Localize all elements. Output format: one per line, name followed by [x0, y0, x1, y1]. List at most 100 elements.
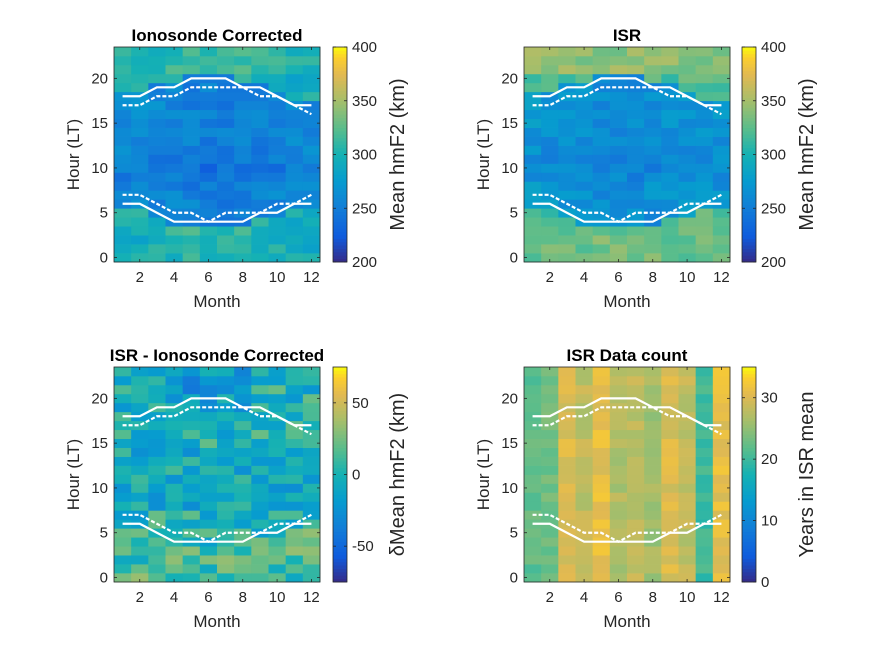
heatmap-cell	[251, 47, 269, 57]
heatmap-cell	[575, 73, 594, 84]
heatmap-cell	[575, 154, 594, 164]
colorbar-segment	[333, 383, 347, 388]
colorbar-segment	[742, 178, 756, 182]
colorbar-segment	[742, 430, 756, 435]
heatmap-cell	[268, 510, 287, 520]
heatmap-cell	[268, 420, 287, 431]
heatmap-cell	[165, 420, 184, 431]
colorbar-segment	[742, 157, 756, 162]
heatmap-cell	[285, 244, 304, 254]
heatmap-cell	[644, 64, 662, 75]
heatmap-cell	[524, 367, 542, 377]
heatmap-cell	[199, 483, 218, 493]
heatmap-cell	[609, 154, 628, 164]
heatmap-cell	[644, 564, 662, 574]
heatmap-cell	[234, 136, 252, 146]
heatmap-cell	[541, 244, 559, 254]
heatmap-cell	[199, 172, 218, 182]
heatmap-cell	[234, 127, 252, 137]
heatmap-cell	[268, 136, 287, 146]
heatmap-cell	[712, 447, 731, 457]
heatmap-cell	[302, 82, 321, 93]
heatmap-cell	[285, 492, 304, 502]
colorbar-segment	[742, 161, 756, 165]
heatmap-cell	[165, 519, 184, 529]
heatmap-cell	[627, 447, 645, 457]
heatmap-cell	[148, 47, 166, 57]
heatmap-cell	[302, 402, 321, 413]
heatmap-cell	[609, 483, 628, 493]
colorbar-segment	[742, 147, 756, 152]
heatmap-cell	[524, 181, 542, 191]
heatmap-cell	[541, 546, 559, 556]
heatmap-cell	[268, 375, 287, 386]
colorbar-segment	[742, 104, 756, 108]
heatmap-cell	[609, 190, 628, 200]
heatmap-cell	[234, 47, 252, 57]
heatmap-cell	[114, 546, 132, 556]
heatmap-cell	[695, 154, 714, 164]
heatmap-cell	[182, 118, 201, 128]
heatmap-cell	[182, 172, 201, 182]
heatmap-cell	[131, 127, 149, 137]
heatmap-cell	[217, 555, 235, 565]
heatmap-cell	[251, 118, 269, 128]
heatmap-cell	[712, 384, 731, 395]
colorbar-segment	[333, 427, 347, 432]
heatmap-cell	[575, 163, 594, 173]
heatmap-cell	[182, 492, 201, 502]
heatmap-cell	[541, 501, 559, 511]
y-tick-label: 10	[501, 480, 518, 497]
heatmap-cell	[592, 226, 611, 236]
heatmap-cell	[182, 555, 201, 565]
heatmap-cell	[524, 483, 542, 493]
colorbar-segment	[333, 370, 347, 375]
heatmap-cell	[302, 528, 321, 538]
heatmap-cell	[575, 420, 594, 431]
colorbar-segment	[742, 444, 756, 449]
x-tick-label: 2	[546, 589, 554, 606]
heatmap-cell	[541, 375, 559, 386]
heatmap-cell	[609, 235, 628, 245]
heatmap-cell	[302, 429, 321, 440]
heatmap-cell	[661, 456, 679, 466]
heatmap-cell	[592, 253, 611, 263]
colorbar-segment	[742, 498, 756, 502]
colorbar-segment	[333, 373, 347, 378]
colorbar-segment	[742, 397, 756, 401]
heatmap-cell	[268, 226, 287, 236]
heatmap-cell	[268, 546, 287, 556]
heatmap-cell	[695, 181, 714, 191]
colorbar-segment	[742, 420, 756, 425]
heatmap-cell	[148, 118, 166, 128]
heatmap-cell	[268, 438, 287, 448]
heatmap-cell	[541, 393, 559, 404]
heatmap-cell	[302, 519, 321, 529]
heatmap-cell	[575, 564, 594, 574]
colorbar-segment	[333, 551, 347, 556]
heatmap-cell	[148, 420, 166, 431]
colorbar-segment	[742, 144, 756, 149]
colorbar-segment	[333, 491, 347, 496]
heatmap-cell	[627, 64, 645, 75]
heatmap-cell	[558, 537, 576, 547]
heatmap-cell	[575, 190, 594, 200]
heatmap-cell	[217, 465, 235, 475]
heatmap-cell	[199, 420, 218, 431]
colorbar-segment	[742, 251, 756, 256]
y-tick-label: 0	[510, 250, 518, 267]
heatmap-cell	[114, 226, 132, 236]
colorbar-segment	[333, 481, 347, 485]
heatmap-cell	[131, 402, 149, 413]
colorbar-tick-label: 250	[352, 200, 377, 217]
sunrise-line	[532, 522, 722, 543]
x-tick-label: 10	[269, 589, 286, 606]
heatmap-cell	[592, 501, 611, 511]
heatmap-cell	[712, 573, 731, 583]
heatmap-cell	[609, 474, 628, 484]
heatmap-cell	[541, 492, 559, 502]
x-axis-label: Month	[603, 612, 650, 631]
heatmap-cell	[217, 199, 235, 209]
heatmap-cell	[285, 438, 304, 448]
heatmap-cell	[114, 82, 132, 93]
